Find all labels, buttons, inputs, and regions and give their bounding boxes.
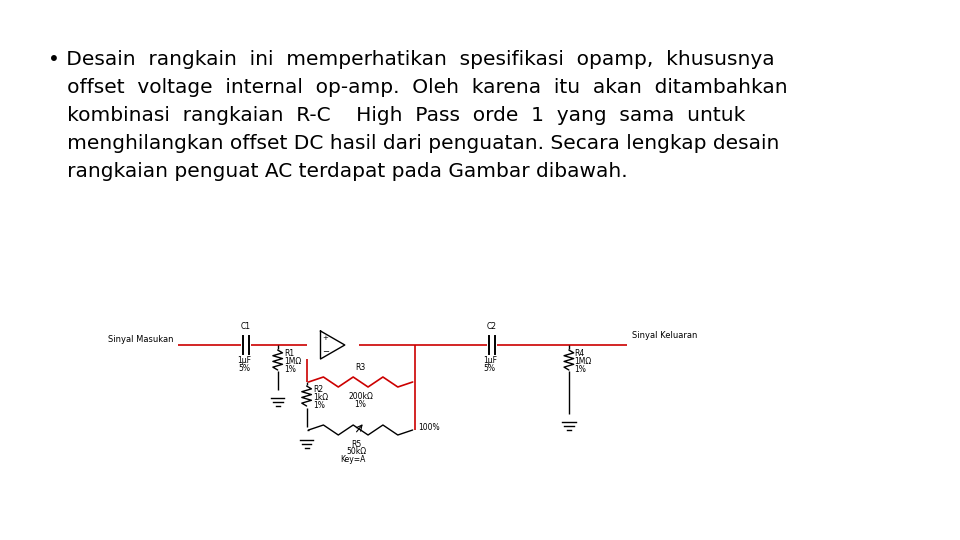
Text: R5: R5 xyxy=(351,440,362,449)
Text: Sinyal Keluaran: Sinyal Keluaran xyxy=(632,330,697,340)
Text: +: + xyxy=(323,335,328,341)
Text: −: − xyxy=(322,348,329,356)
Text: R3: R3 xyxy=(355,363,366,372)
Text: offset  voltage  internal  op-amp.  Oleh  karena  itu  akan  ditambahkan: offset voltage internal op-amp. Oleh kar… xyxy=(48,78,788,97)
Text: 1μF: 1μF xyxy=(237,356,251,365)
Text: rangkaian penguat AC terdapat pada Gambar dibawah.: rangkaian penguat AC terdapat pada Gamba… xyxy=(48,162,628,181)
Text: kombinasi  rangkaian  R-C    High  Pass  orde  1  yang  sama  untuk: kombinasi rangkaian R-C High Pass orde 1… xyxy=(48,106,746,125)
Text: 100%: 100% xyxy=(419,422,440,431)
Text: 1kΩ: 1kΩ xyxy=(313,394,328,402)
Text: 1μF: 1μF xyxy=(483,356,497,365)
Text: C2: C2 xyxy=(487,322,496,331)
Text: 1MΩ: 1MΩ xyxy=(284,357,301,367)
Text: Sinyal Masukan: Sinyal Masukan xyxy=(108,334,174,343)
Text: R2: R2 xyxy=(313,386,324,395)
Text: 50kΩ: 50kΩ xyxy=(347,447,367,456)
Text: 200kΩ: 200kΩ xyxy=(348,392,373,401)
Text: 1%: 1% xyxy=(354,400,367,409)
Text: Key=A: Key=A xyxy=(340,455,366,464)
Text: menghilangkan offset DC hasil dari penguatan. Secara lengkap desain: menghilangkan offset DC hasil dari pengu… xyxy=(48,134,780,153)
Text: 1%: 1% xyxy=(284,364,297,374)
Text: R1: R1 xyxy=(284,349,295,359)
Text: 5%: 5% xyxy=(484,364,495,373)
Text: 1%: 1% xyxy=(313,402,325,410)
Text: 5%: 5% xyxy=(238,364,250,373)
Text: 1%: 1% xyxy=(575,364,587,374)
Text: • Desain  rangkain  ini  memperhatikan  spesifikasi  opamp,  khususnya: • Desain rangkain ini memperhatikan spes… xyxy=(48,50,775,69)
Text: R4: R4 xyxy=(575,349,585,359)
Text: C1: C1 xyxy=(241,322,251,331)
Text: 1MΩ: 1MΩ xyxy=(575,357,592,367)
